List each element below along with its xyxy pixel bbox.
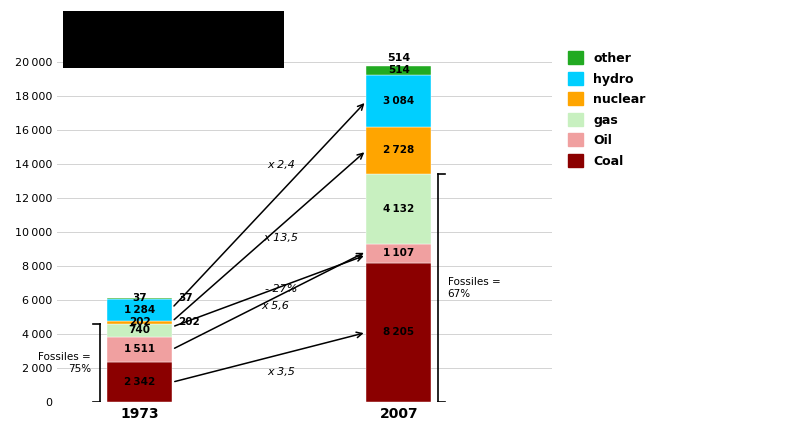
Text: 37: 37 — [178, 293, 193, 303]
Text: P: P — [67, 14, 75, 24]
Bar — [107, 324, 172, 337]
Bar — [366, 262, 431, 402]
Bar — [107, 362, 172, 402]
Bar — [366, 75, 431, 127]
Text: Fossiles =
75%: Fossiles = 75% — [38, 352, 91, 374]
Text: (: ( — [67, 31, 73, 41]
Text: x 13,5: x 13,5 — [264, 233, 298, 243]
Text: - 27%: - 27% — [265, 284, 297, 293]
Bar — [107, 298, 172, 299]
Text: 202: 202 — [178, 317, 200, 327]
Text: 1 107: 1 107 — [383, 248, 414, 258]
Text: 514: 514 — [388, 65, 409, 75]
Bar — [366, 174, 431, 244]
Text: Fossiles =
67%: Fossiles = 67% — [447, 277, 500, 299]
Legend: other, hydro, nuclear, gas, Oil, Coal: other, hydro, nuclear, gas, Oil, Coal — [568, 51, 645, 167]
Text: 2 342: 2 342 — [124, 377, 155, 387]
Text: 4 132: 4 132 — [383, 204, 414, 214]
Bar — [366, 244, 431, 262]
Text: x 5,6: x 5,6 — [261, 301, 289, 310]
Bar — [366, 127, 431, 174]
Text: x 3,5: x 3,5 — [267, 367, 295, 377]
Bar — [107, 337, 172, 362]
Bar — [107, 299, 172, 320]
Text: 3 084: 3 084 — [383, 96, 414, 106]
Bar — [107, 320, 172, 324]
Text: 1 511: 1 511 — [124, 344, 155, 354]
Text: 202: 202 — [129, 317, 151, 327]
Text: 1 284: 1 284 — [124, 305, 155, 315]
Text: x 2,4: x 2,4 — [267, 160, 295, 170]
Text: 2 728: 2 728 — [383, 145, 414, 155]
Text: 740: 740 — [129, 325, 151, 335]
Text: 8 205: 8 205 — [383, 327, 414, 337]
Bar — [366, 66, 431, 75]
Text: 514: 514 — [387, 53, 410, 63]
Text: 37: 37 — [133, 293, 147, 303]
